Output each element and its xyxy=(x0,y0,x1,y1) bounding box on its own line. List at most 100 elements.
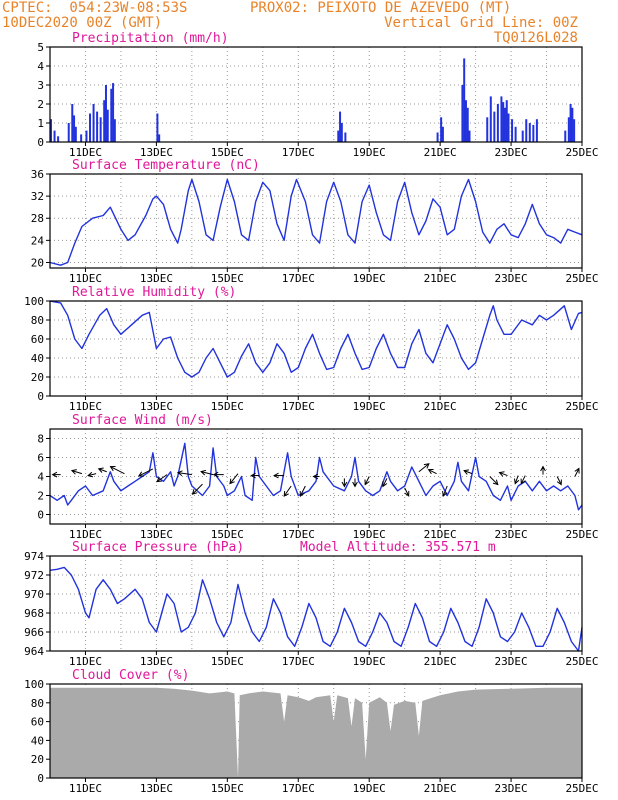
precip-bar xyxy=(514,126,517,142)
y-tick-label: 100 xyxy=(24,295,44,308)
y-tick-label: 8 xyxy=(37,433,44,446)
y-tick-label: 0 xyxy=(37,390,44,403)
wind-arrow-head xyxy=(540,465,546,472)
wind-arrow-head xyxy=(520,478,526,485)
wind-arrow-shaft xyxy=(110,466,125,475)
x-tick-label: 19DEC xyxy=(353,272,386,285)
precip-bar xyxy=(57,136,60,142)
y-tick-label: 24 xyxy=(31,234,45,247)
wind-arrow-shaft xyxy=(71,470,83,475)
wind-arrow-head xyxy=(273,472,279,479)
x-tick-label: 19DEC xyxy=(353,146,386,159)
precip-bar xyxy=(502,102,505,142)
precip-bar xyxy=(85,130,88,142)
x-tick-label: 13DEC xyxy=(140,782,173,795)
y-tick-label: 0 xyxy=(37,509,44,522)
wind-arrow-head xyxy=(514,478,520,485)
x-tick-label: 11DEC xyxy=(69,655,102,668)
y-tick-label: 40 xyxy=(31,352,44,365)
series-line xyxy=(49,178,583,266)
wind-arrow-head xyxy=(97,467,104,473)
wind-arrow-head xyxy=(382,481,388,488)
series-line xyxy=(49,300,583,378)
wind-arrow-head xyxy=(404,490,410,497)
x-tick-label: 15DEC xyxy=(211,400,244,413)
wind-arrow-shaft xyxy=(364,476,370,485)
wind-arrow-head xyxy=(423,463,430,469)
wind-arrow-shaft xyxy=(428,469,437,475)
wind-arrow-shaft xyxy=(514,475,519,484)
header-run-date: 10DEC2020 00Z (GMT) xyxy=(2,15,163,31)
x-tick-label: 13DEC xyxy=(140,146,173,159)
y-tick-label: 968 xyxy=(24,607,44,620)
x-tick-label: 17DEC xyxy=(282,400,315,413)
precip-bar xyxy=(339,111,342,142)
x-tick-label: 11DEC xyxy=(69,272,102,285)
y-tick-label: 20 xyxy=(31,256,44,269)
panel-title: Surface Temperature (nC) xyxy=(72,158,260,173)
y-tick-label: 36 xyxy=(31,168,44,181)
x-tick-label: 11DEC xyxy=(69,400,102,413)
y-tick-label: 966 xyxy=(24,626,44,639)
precip-bar xyxy=(112,83,115,142)
x-tick-label: 25DEC xyxy=(565,272,598,285)
y-tick-label: 2 xyxy=(37,490,44,503)
wind-arrow-head xyxy=(427,469,434,475)
wind-arrow-shaft xyxy=(556,476,562,485)
precip-bar xyxy=(571,107,574,142)
precip-bar xyxy=(493,111,496,142)
panel-annotation: Model Altitude: 355.571 m xyxy=(300,540,496,555)
y-tick-label: 4 xyxy=(37,60,44,73)
x-tick-label: 21DEC xyxy=(424,272,457,285)
x-tick-label: 13DEC xyxy=(140,655,173,668)
wind-arrow-head xyxy=(498,471,505,477)
precip-bar xyxy=(104,85,107,142)
x-tick-label: 21DEC xyxy=(424,528,457,541)
precip-bar xyxy=(106,109,109,142)
y-tick-label: 20 xyxy=(31,371,44,384)
precip-bar xyxy=(532,124,535,142)
wind-arrow-head xyxy=(200,469,207,476)
y-tick-label: 972 xyxy=(24,569,44,582)
x-tick-label: 13DEC xyxy=(140,272,173,285)
x-tick-label: 11DEC xyxy=(69,528,102,541)
x-tick-label: 21DEC xyxy=(424,782,457,795)
wind-arrow-head xyxy=(492,479,499,486)
precip-bar xyxy=(99,117,102,142)
x-tick-label: 17DEC xyxy=(282,146,315,159)
y-tick-label: 40 xyxy=(31,734,44,747)
panel-frame xyxy=(49,46,583,143)
wind-arrow-shaft xyxy=(192,483,203,495)
x-tick-label: 23DEC xyxy=(495,782,528,795)
panel-title: Cloud Cover (%) xyxy=(72,668,189,683)
wind-arrow-shaft xyxy=(574,468,580,477)
x-tick-label: 23DEC xyxy=(495,272,528,285)
x-tick-label: 19DEC xyxy=(353,782,386,795)
precip-bar xyxy=(464,100,467,142)
precip-bar xyxy=(67,123,70,142)
wind-arrow-head xyxy=(156,476,163,483)
precip-bar xyxy=(74,126,77,142)
precip-bar xyxy=(337,130,340,142)
x-tick-label: 17DEC xyxy=(282,528,315,541)
wind-arrow-head xyxy=(87,471,94,478)
precip-bar xyxy=(463,58,466,142)
wind-arrow-shaft xyxy=(229,473,239,484)
y-tick-label: 32 xyxy=(31,190,44,203)
x-tick-label: 15DEC xyxy=(211,146,244,159)
precip-bar xyxy=(50,119,52,142)
cloud-cover-area xyxy=(50,687,582,778)
y-tick-label: 100 xyxy=(24,678,44,691)
x-tick-label: 17DEC xyxy=(282,655,315,668)
y-tick-label: 4 xyxy=(37,471,44,484)
x-tick-label: 25DEC xyxy=(565,146,598,159)
precip-bar xyxy=(103,100,106,142)
precip-bar xyxy=(96,111,99,142)
wind-arrow-shaft xyxy=(87,473,97,477)
x-tick-label: 15DEC xyxy=(211,782,244,795)
series-line xyxy=(49,442,583,511)
x-tick-label: 23DEC xyxy=(495,400,528,413)
x-tick-label: 19DEC xyxy=(353,528,386,541)
y-tick-label: 28 xyxy=(31,212,44,225)
